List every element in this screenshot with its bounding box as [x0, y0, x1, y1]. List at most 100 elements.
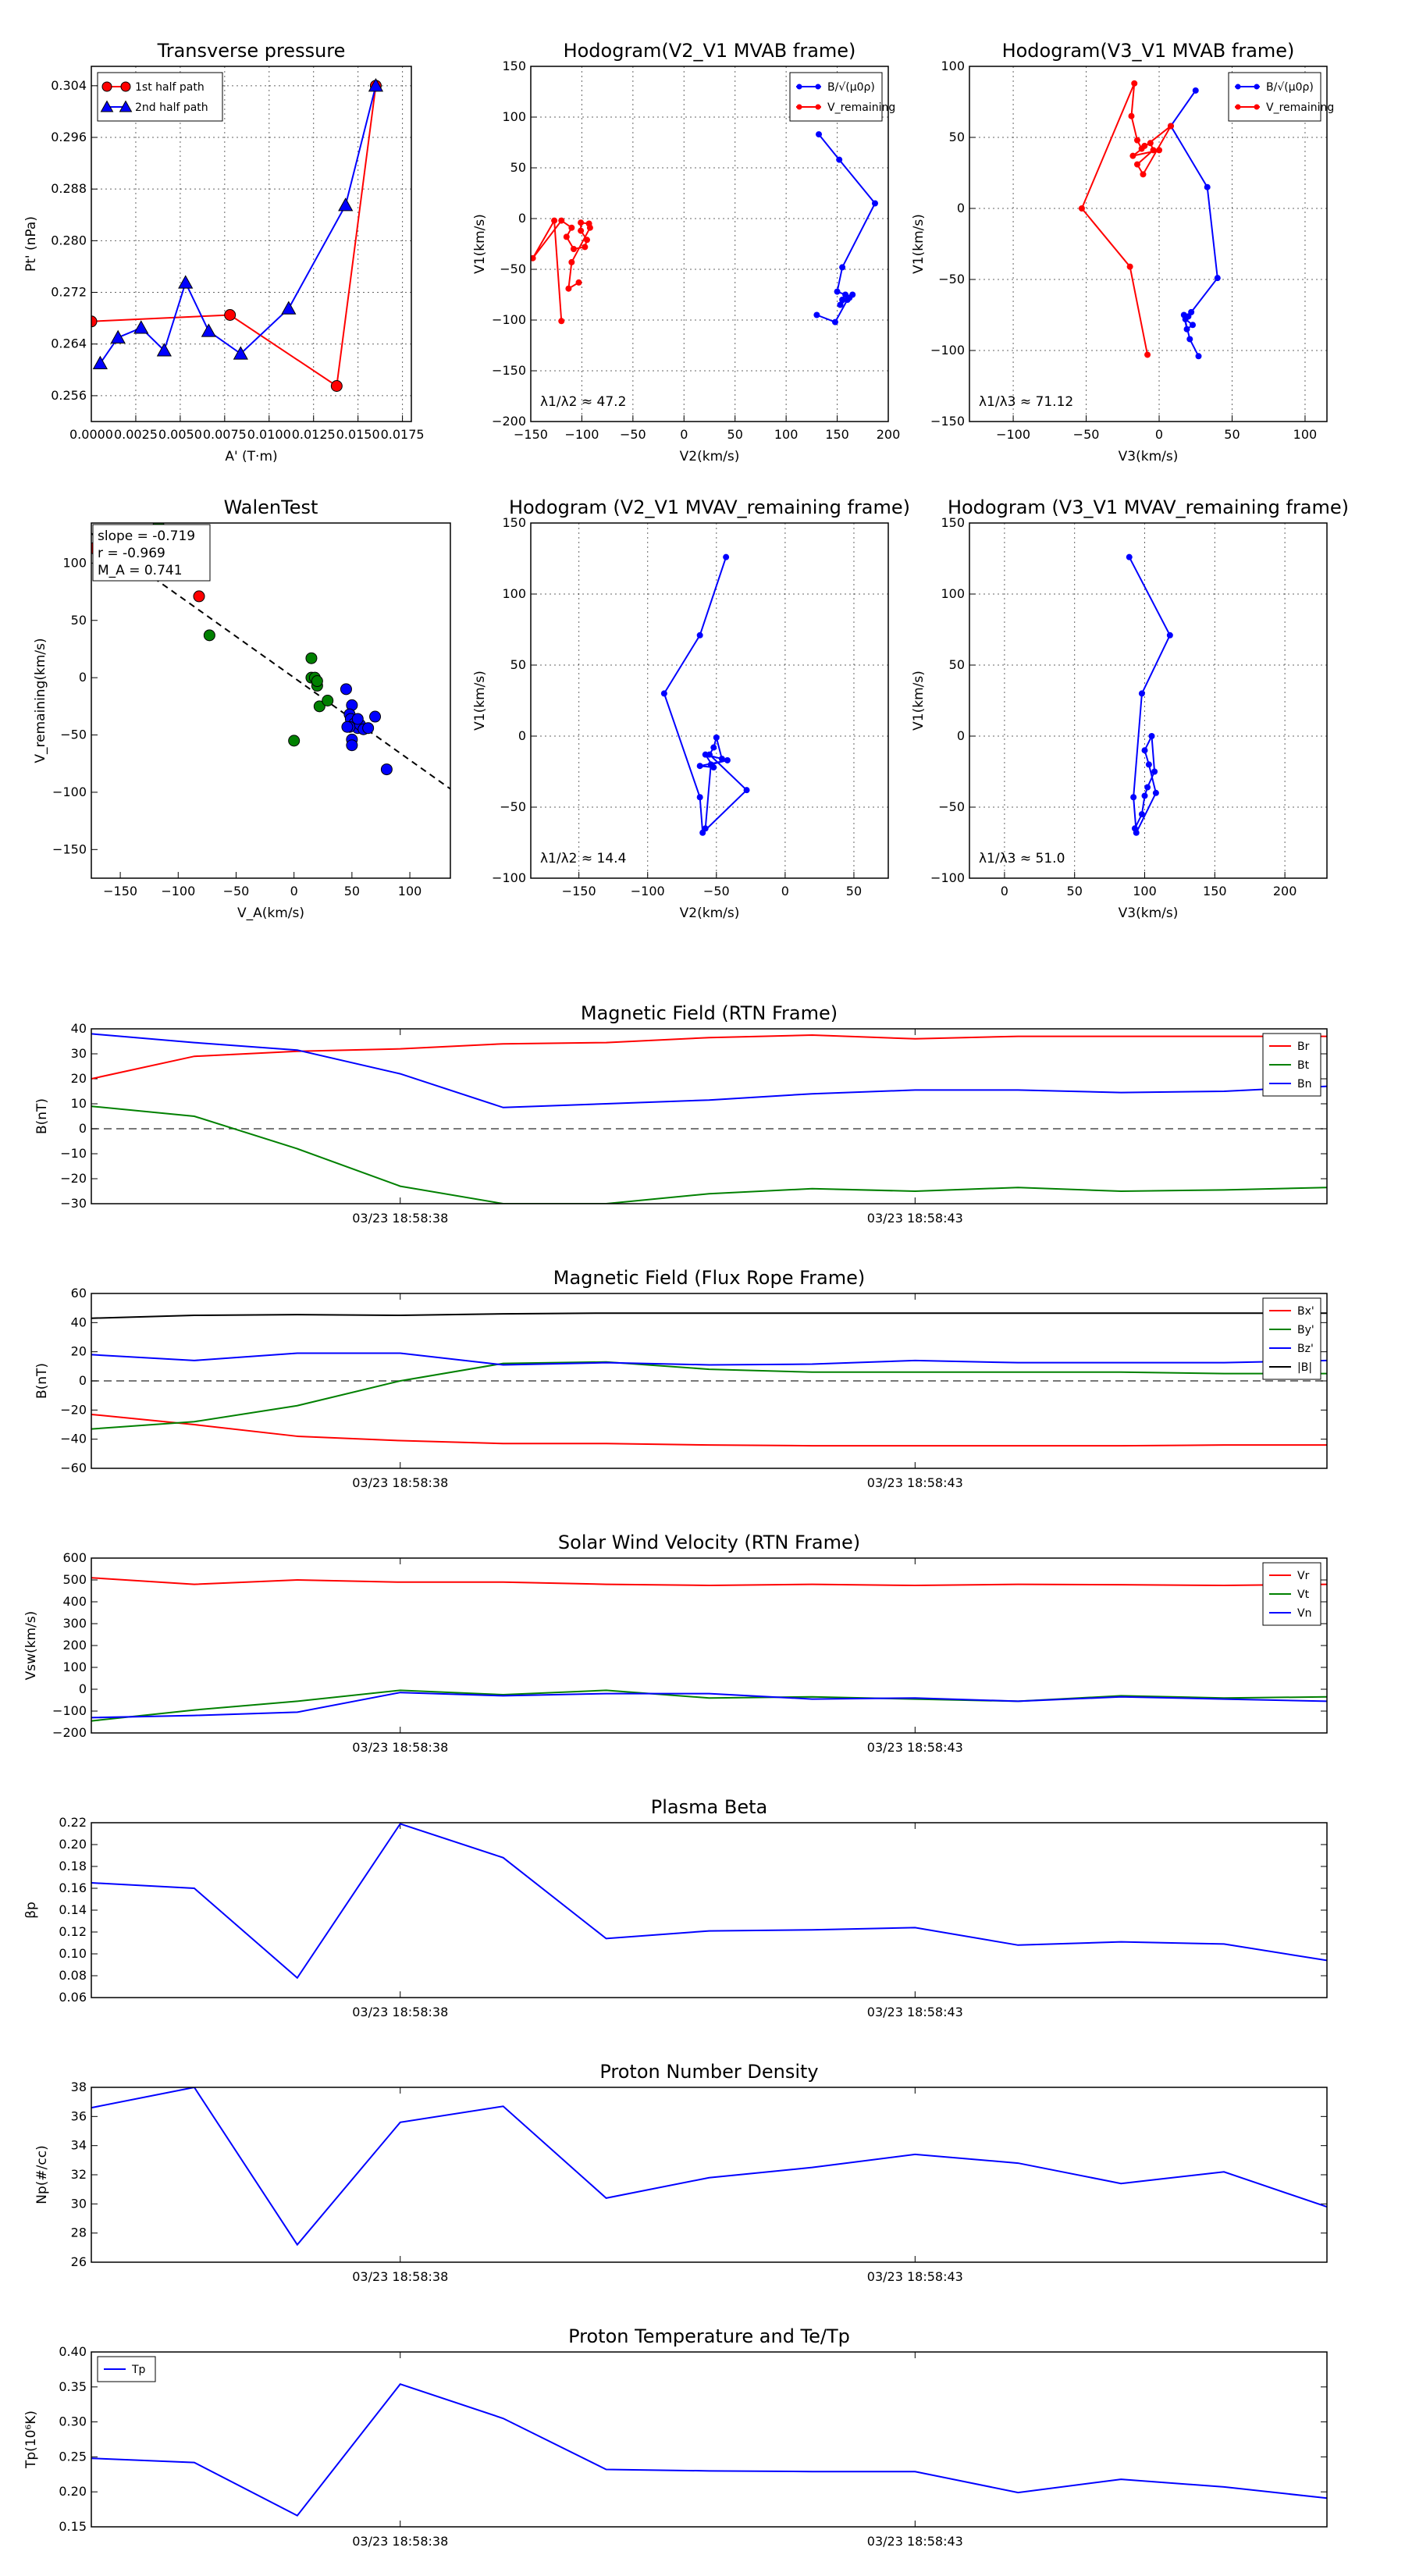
data-point — [551, 217, 558, 224]
data-point — [1183, 326, 1190, 333]
data-point — [92, 355, 108, 370]
y-axis-label: Vsw(km/s) — [23, 1611, 39, 1681]
x-tick-label: 150 — [825, 427, 849, 442]
stats-line: M_A = 0.741 — [98, 563, 183, 578]
chart-title: Proton Temperature and Te/Tp — [568, 2325, 850, 2347]
legend-label: Bn — [1297, 1078, 1311, 1091]
legend-box — [97, 72, 223, 122]
data-point — [1126, 263, 1133, 270]
legend-label: Vr — [1297, 1570, 1310, 1582]
data-point — [702, 825, 709, 832]
chart-title: Hodogram (V3_V1 MVAV_remaining frame) — [948, 496, 1349, 518]
data-point — [1133, 161, 1140, 168]
data-point — [707, 761, 714, 768]
data-point — [1148, 733, 1155, 739]
x-tick-label: 03/23 18:58:38 — [352, 1211, 448, 1226]
y-tick-label: 20 — [71, 1071, 87, 1086]
data-point — [351, 713, 364, 725]
data-point — [311, 675, 323, 688]
data-point — [91, 315, 98, 328]
y-tick-label: −200 — [52, 1725, 87, 1740]
x-tick-label: −150 — [103, 884, 137, 898]
data-point — [1131, 825, 1138, 832]
data-point — [313, 700, 325, 713]
y-tick-label: −150 — [52, 841, 87, 856]
legend-label: Bt — [1297, 1059, 1310, 1072]
y-tick-label: 0.40 — [59, 2344, 87, 2359]
axes-frame — [91, 1028, 1328, 1204]
x-tick-label: −50 — [620, 427, 646, 442]
y-tick-label: 0.15 — [59, 2519, 87, 2534]
data-point — [1130, 794, 1137, 801]
data-point — [1141, 792, 1148, 799]
y-tick-label: −100 — [930, 343, 965, 358]
chart-title: Magnetic Field (Flux Rope Frame) — [553, 1267, 865, 1289]
data-point — [1254, 104, 1260, 110]
x-axis-label: V_A(km/s) — [237, 906, 304, 921]
data-point — [1138, 690, 1145, 697]
y-tick-label: −20 — [60, 1171, 87, 1186]
y-tick-label: 34 — [71, 2138, 87, 2153]
data-point — [1214, 275, 1221, 282]
x-tick-label: 50 — [727, 427, 743, 442]
y-tick-label: −100 — [492, 312, 526, 327]
y-tick-label: −10 — [60, 1146, 87, 1161]
x-tick-label: 0.0050 — [158, 427, 202, 442]
legend-label: Br — [1297, 1041, 1310, 1053]
data-point — [346, 739, 358, 752]
x-tick-label: 03/23 18:58:43 — [867, 1211, 963, 1226]
x-tick-label: 200 — [1273, 884, 1297, 898]
data-point — [369, 710, 382, 723]
data-point — [340, 683, 352, 696]
axes-frame — [91, 66, 412, 422]
x-tick-label: 03/23 18:58:38 — [352, 2005, 448, 2019]
legend-label: By' — [1297, 1324, 1314, 1336]
y-tick-label: 60 — [71, 1286, 87, 1300]
y-axis-label: V_remaining(km/s) — [33, 638, 48, 763]
data-point — [1204, 183, 1211, 190]
x-tick-label: 0 — [290, 884, 298, 898]
y-tick-label: 0.08 — [59, 1968, 87, 1983]
data-point — [1140, 171, 1147, 178]
data-point — [380, 763, 393, 776]
ratio-annotation: λ1/λ2 ≈ 14.4 — [540, 851, 626, 866]
x-tick-label: 0 — [1001, 884, 1008, 898]
chart-bfield: Magnetic Field (RTN Frame) 03/23 18:58:38… — [34, 1002, 1328, 1226]
data-point — [1254, 84, 1260, 90]
data-point — [796, 84, 802, 90]
data-point — [1145, 761, 1152, 768]
x-tick-label: −100 — [161, 884, 195, 898]
data-point — [578, 219, 585, 226]
data-point — [1129, 152, 1136, 159]
data-point — [834, 288, 841, 295]
y-tick-label: 0.264 — [51, 336, 87, 351]
ratio-annotation: λ1/λ3 ≈ 71.12 — [979, 394, 1073, 410]
y-tick-label: 0 — [957, 728, 965, 743]
data-point — [1138, 811, 1145, 818]
legend-box — [1262, 1297, 1321, 1380]
y-tick-label: 0.18 — [59, 1859, 87, 1873]
chart-bflux: Magnetic Field (Flux Rope Frame) 03/23 18… — [34, 1267, 1328, 1490]
y-tick-label: 500 — [62, 1572, 87, 1587]
x-tick-label: 50 — [1067, 884, 1083, 898]
y-tick-label: −100 — [52, 1703, 87, 1718]
y-tick-label: 0.25 — [59, 2449, 87, 2464]
ratio-annotation: λ1/λ2 ≈ 47.2 — [540, 394, 626, 410]
data-point — [1078, 205, 1085, 212]
chart-title: Proton Number Density — [599, 2061, 818, 2083]
series-line-2nd half path — [99, 85, 377, 365]
y-tick-label: 0.14 — [59, 1902, 87, 1917]
data-point — [1192, 87, 1199, 94]
stats-line: slope = -0.719 — [98, 528, 195, 544]
x-axis-label: V2(km/s) — [680, 906, 740, 921]
data-point — [839, 297, 846, 303]
data-point — [1150, 147, 1157, 154]
chart-title: Hodogram(V3_V1 MVAB frame) — [1002, 40, 1295, 62]
data-point — [281, 301, 297, 315]
x-tick-label: 0.0000 — [69, 427, 113, 442]
x-axis-label: A' (T·m) — [225, 449, 277, 464]
y-tick-label: 0.272 — [51, 285, 87, 300]
y-tick-label: 0.35 — [59, 2379, 87, 2394]
data-point — [1144, 351, 1151, 358]
